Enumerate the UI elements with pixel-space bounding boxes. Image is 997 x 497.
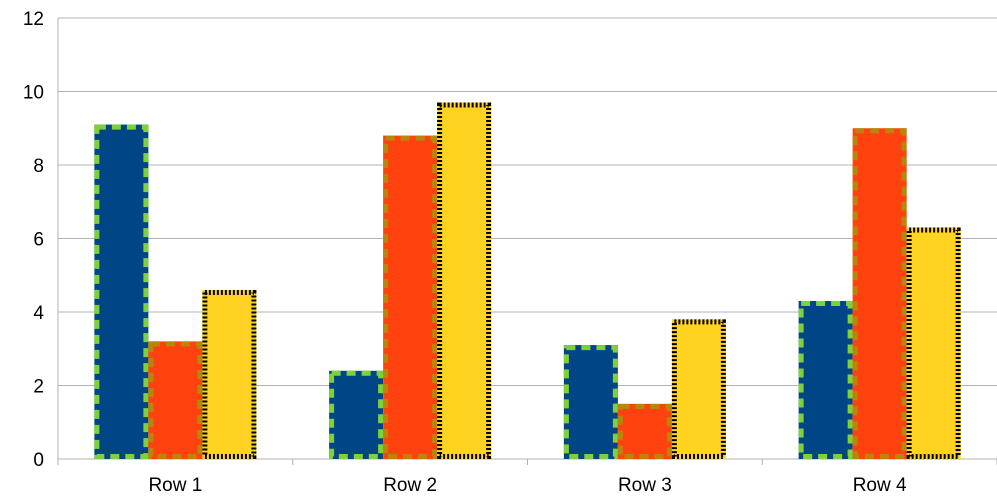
y-tick-label: 12 (23, 9, 44, 30)
bar-border (383, 135, 438, 459)
bar (906, 227, 961, 459)
bars (94, 102, 961, 460)
bar-border (617, 403, 672, 459)
bar-border (148, 341, 203, 459)
bar-border (798, 300, 853, 459)
bar (329, 370, 384, 459)
bar (617, 403, 672, 459)
bar-border (202, 289, 257, 460)
x-tick-label: Row 2 (383, 475, 437, 496)
bar-border (437, 102, 492, 460)
bar-border (94, 124, 149, 459)
x-axis: Row 1 Row 2 Row 3 Row 4 (57, 458, 997, 496)
bar-border (563, 345, 618, 460)
bar-border (329, 370, 384, 459)
bar (437, 102, 492, 460)
y-tick-label: 0 (33, 450, 44, 471)
x-tick-label: Row 1 (148, 475, 202, 496)
x-tick-label: Row 3 (618, 475, 672, 496)
y-tick-label: 4 (33, 303, 44, 324)
bar (383, 135, 438, 459)
y-tick-label: 6 (33, 230, 44, 251)
bar-border (852, 128, 907, 459)
bar (202, 289, 257, 459)
bar (94, 124, 149, 459)
bar (563, 345, 618, 459)
bar (148, 341, 203, 459)
bar (798, 300, 853, 459)
bar (671, 319, 726, 459)
y-tick-label: 2 (33, 377, 44, 398)
bar (852, 128, 907, 459)
y-tick-label: 10 (23, 83, 44, 104)
bar-border (906, 227, 961, 459)
y-tick-label: 8 (33, 156, 44, 177)
y-axis: 0 2 4 6 8 10 12 (23, 9, 59, 471)
x-tick-label: Row 4 (853, 475, 907, 496)
bar-border (671, 319, 726, 459)
